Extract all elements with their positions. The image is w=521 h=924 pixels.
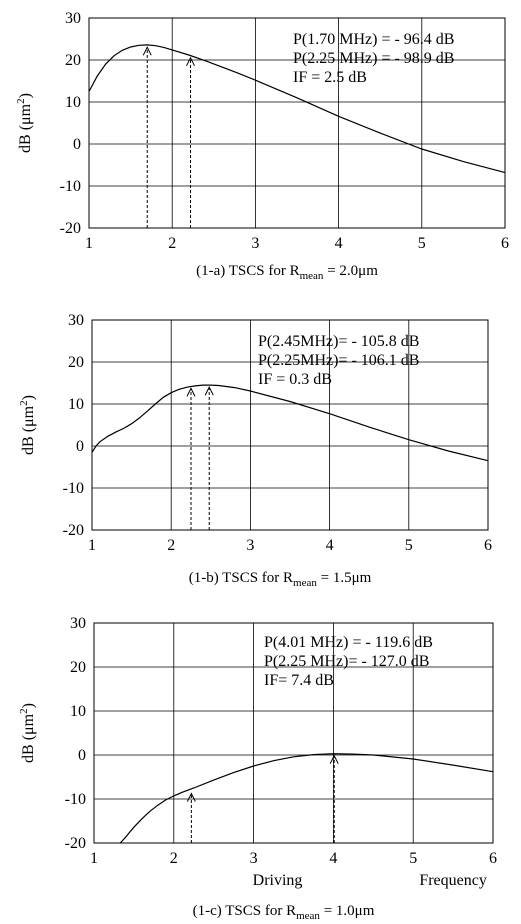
- x-tick-label: 2: [168, 235, 176, 252]
- x-tick-label: 1: [88, 537, 96, 554]
- x-axis-label-frequency: Frequency: [419, 872, 487, 889]
- annotation-text: IF= 7.4 dB: [264, 672, 334, 689]
- y-tick-label: 0: [73, 136, 81, 153]
- arrow-head-icon: [186, 387, 196, 397]
- annotation-text: P(1.70 MHz) = - 96.4 dB: [293, 31, 454, 48]
- y-tick-label: 0: [78, 747, 86, 764]
- arrow-head-icon: [329, 754, 339, 764]
- caption-pre: (1-b) TSCS for R: [189, 570, 293, 586]
- y-tick-label: 10: [70, 703, 86, 720]
- y-tick-label: -10: [60, 178, 81, 195]
- annotation-text: IF = 2.5 dB: [293, 69, 367, 86]
- caption-pre: (1-c) TSCS for R: [193, 903, 296, 919]
- y-tick-label: 10: [68, 396, 84, 413]
- chart-caption: (1-c) TSCS for Rmean = 1.0μm: [193, 903, 375, 922]
- arrow-head-icon: [142, 46, 152, 56]
- series-line: [88, 44, 506, 174]
- y-tick-label: 10: [65, 94, 81, 111]
- y-axis-label-pre: dB (μm: [17, 103, 34, 153]
- x-tick-label: 1: [90, 850, 98, 867]
- y-axis-label: dB (μm2): [18, 395, 37, 455]
- y-tick-label: 20: [65, 52, 81, 69]
- arrow-head-icon: [186, 792, 196, 802]
- chart-caption: (1-a) TSCS for Rmean = 2.0μm: [196, 263, 378, 282]
- x-tick-label: 4: [329, 850, 337, 867]
- y-tick-label: 30: [68, 312, 84, 329]
- y-tick-label: -20: [63, 522, 84, 539]
- annotation-text: P(4.01 MHz) = - 119.6 dB: [264, 634, 433, 651]
- caption-sub: mean: [296, 910, 320, 922]
- annotation-text: P(2.45MHz)= - 105.8 dB: [258, 333, 419, 350]
- chart-panel-3: -20 -10 0 10 20 30 1 2 3 4 5 6 P(4.01 MHz) = - 119.6…: [18, 615, 497, 922]
- y-tick-label: 30: [70, 615, 86, 632]
- caption-sub: mean: [300, 270, 324, 282]
- x-tick-label: 5: [418, 235, 426, 252]
- caption-post: = 1.5μm: [317, 570, 372, 586]
- y-axis-label-pre: dB (μm: [20, 405, 37, 455]
- caption-post: = 1.0μm: [320, 903, 375, 919]
- chart-caption: (1-b) TSCS for Rmean = 1.5μm: [189, 570, 372, 589]
- y-tick-label: 20: [70, 659, 86, 676]
- y-axis-label-sup: 2: [18, 400, 30, 406]
- y-tick-label: 30: [65, 10, 81, 27]
- y-axis-label: dB (μm2): [18, 703, 37, 763]
- y-tick-label: 0: [76, 438, 84, 455]
- series-line: [119, 753, 494, 844]
- series-line: [91, 384, 489, 462]
- caption-sub: mean: [293, 577, 317, 589]
- arrow-head-icon: [186, 56, 195, 67]
- annotation-text: IF = 0.3 dB: [258, 371, 332, 388]
- y-axis-label-sup: 2: [18, 708, 30, 714]
- x-tick-label: 6: [501, 235, 509, 252]
- x-axis-label-driving: Driving: [253, 872, 303, 889]
- annotation-text: P(2.25MHz)= - 106.1 dB: [258, 352, 419, 369]
- caption-post: = 2.0μm: [323, 263, 378, 279]
- y-axis-label-sup: 2: [15, 98, 27, 104]
- plot-frame: [91, 319, 489, 531]
- x-tick-label: 2: [167, 537, 175, 554]
- y-tick-label: -10: [63, 480, 84, 497]
- y-tick-label: -10: [65, 791, 86, 808]
- y-tick-label: -20: [60, 220, 81, 237]
- x-tick-label: 3: [246, 537, 254, 554]
- annotation-text: P(2.25 MHz)= - 127.0 dB: [264, 653, 429, 670]
- x-tick-label: 5: [405, 537, 413, 554]
- y-tick-label: -20: [65, 835, 86, 852]
- y-axis-label-pre: dB (μm: [20, 713, 37, 763]
- annotation-text: P(2.25 MHz) = - 98.9 dB: [293, 50, 454, 67]
- x-tick-label: 6: [484, 537, 492, 554]
- y-axis-label: dB (μm2): [15, 93, 34, 153]
- x-tick-label: 6: [489, 850, 497, 867]
- x-tick-label: 3: [250, 850, 258, 867]
- x-tick-label: 1: [85, 235, 93, 252]
- plot-frame: [93, 622, 494, 844]
- x-tick-label: 3: [251, 235, 259, 252]
- x-tick-label: 4: [326, 537, 334, 554]
- arrow-head-icon: [204, 385, 214, 396]
- x-tick-label: 2: [170, 850, 178, 867]
- x-tick-label: 4: [335, 235, 343, 252]
- plot-frame: [88, 17, 506, 229]
- x-tick-label: 5: [409, 850, 417, 867]
- chart-panel-2: -20 -10 0 10 20 30 1 2 3 4 5 6 P(2.45MHz)= - 105.8 d…: [18, 312, 492, 589]
- chart-panel-1: -20 -10 0 10 20 30 1 2 3 4 5 6 P(1.70 MHz) = - 96.4 …: [15, 10, 509, 282]
- caption-pre: (1-a) TSCS for R: [196, 263, 299, 279]
- y-axis-label-post: ): [20, 395, 37, 400]
- y-tick-label: 20: [68, 354, 84, 371]
- y-axis-label-post: ): [20, 703, 37, 708]
- y-axis-label-post: ): [17, 93, 34, 98]
